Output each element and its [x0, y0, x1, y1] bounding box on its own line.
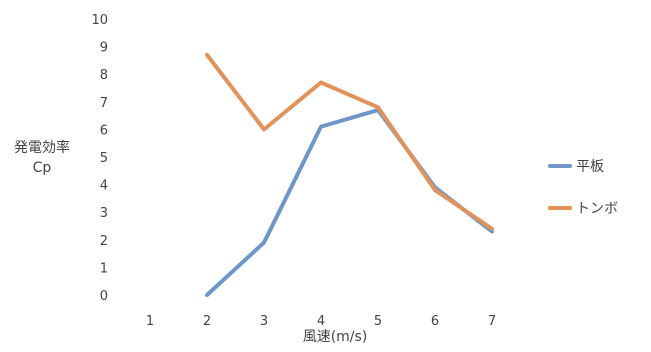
y-axis-label-line2: Cp: [32, 160, 52, 176]
y-tick-label-9: 9: [100, 41, 108, 56]
legend-label-dragonfly: トンボ: [576, 201, 618, 217]
y-tick-label-7: 7: [100, 96, 108, 111]
series-lines: [205, 52, 494, 297]
x-tick-label-5: 5: [374, 314, 382, 329]
y-tick-label-3: 3: [100, 206, 108, 221]
legend-swatch-flat: [548, 164, 572, 168]
legend-swatch-dragonfly: [548, 206, 572, 210]
y-tick-label-0: 0: [100, 289, 108, 304]
y-axis-label-line1: 発電効率: [14, 140, 70, 156]
y-tick-label-4: 4: [100, 179, 108, 194]
y-tick-label-10: 10: [91, 13, 108, 28]
legend-item-flat: 平板: [548, 155, 618, 177]
y-axis-ticks: 0 1 2 3 4 5 6 7 8 9 10: [91, 13, 108, 304]
y-tick-label-5: 5: [100, 151, 108, 166]
x-tick-label-4: 4: [317, 314, 325, 329]
x-tick-label-7: 7: [488, 314, 496, 329]
y-axis-label: 発電効率 Cp: [8, 138, 76, 178]
series-line-flat: [205, 108, 494, 297]
y-tick-label-2: 2: [100, 234, 108, 249]
legend-label-flat: 平板: [576, 159, 604, 175]
x-axis-ticks: 1 2 3 4 5 6 7: [146, 314, 496, 329]
x-tick-label-6: 6: [431, 314, 439, 329]
x-tick-label-3: 3: [260, 314, 268, 329]
x-tick-label-1: 1: [146, 314, 154, 329]
y-tick-label-1: 1: [100, 261, 108, 276]
series-line-dragonfly: [205, 52, 494, 231]
y-tick-label-8: 8: [100, 68, 108, 83]
x-tick-label-2: 2: [203, 314, 211, 329]
legend-item-dragonfly: トンボ: [548, 197, 618, 219]
y-tick-label-6: 6: [100, 123, 108, 138]
legend: 平板 トンボ: [548, 155, 618, 239]
x-axis-label: 風速(m/s): [302, 329, 368, 345]
